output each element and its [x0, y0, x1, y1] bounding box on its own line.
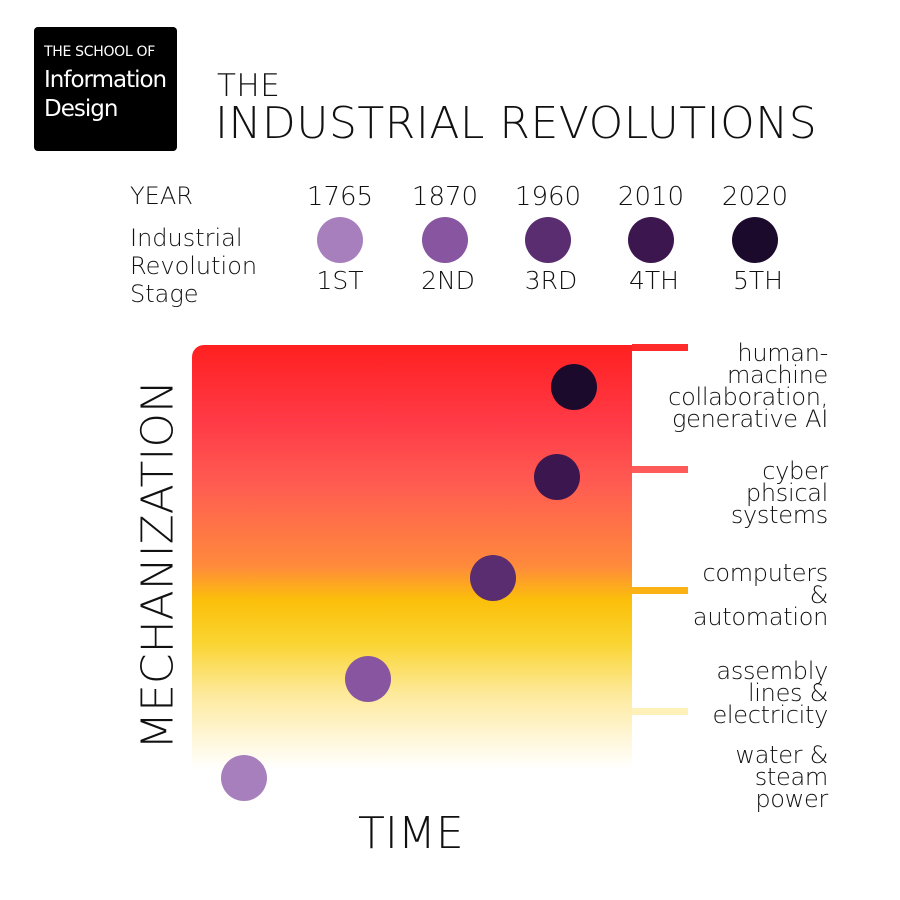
page-title: INDUSTRIAL REVOLUTIONS — [215, 98, 818, 149]
data-point-3rd — [470, 555, 516, 601]
legend-stage: 2ND — [421, 266, 475, 295]
data-point-5th — [551, 364, 597, 410]
year-label: YEAR — [130, 182, 193, 210]
category-tick — [632, 587, 688, 594]
legend-year: 1960 — [514, 182, 582, 212]
legend-year: 2010 — [617, 182, 685, 212]
legend-year: 1870 — [411, 182, 479, 212]
category-label: cyber phsical systems — [730, 457, 828, 529]
school-logo: THE SCHOOL OF Information Design — [34, 27, 177, 151]
legend-dot — [628, 217, 674, 263]
category-tick — [632, 344, 688, 351]
data-point-2nd — [345, 656, 391, 702]
category-label: computers & automation — [692, 559, 828, 631]
legend-dot — [422, 217, 468, 263]
category-tick — [632, 466, 688, 473]
legend-year: 2020 — [721, 182, 789, 212]
logo-line-2: Information — [44, 67, 167, 93]
category-label: assembly lines & electricity — [712, 657, 828, 729]
data-point-1st — [221, 755, 267, 801]
logo-line-3: Design — [44, 96, 118, 122]
y-axis-label: MECHANIZATION — [132, 380, 184, 750]
category-label: human-machine collaboration, generative … — [668, 339, 828, 433]
title-line-1: THE — [217, 68, 281, 104]
legend-year: 1765 — [306, 182, 374, 212]
legend-stage: 5TH — [733, 266, 783, 295]
data-point-4th — [534, 454, 580, 500]
x-axis-label: TIME — [358, 808, 464, 859]
legend-stage: 3RD — [524, 266, 578, 295]
legend-dot — [525, 217, 571, 263]
stage-label: Industrial Revolution Stage — [130, 224, 258, 308]
legend-dot — [732, 217, 778, 263]
category-tick — [632, 708, 688, 715]
legend-dot — [317, 217, 363, 263]
legend-stage: 1ST — [316, 266, 364, 295]
category-label: water & steam power — [735, 741, 828, 813]
logo-line-1: THE SCHOOL OF — [44, 44, 156, 60]
plot-area — [192, 345, 632, 770]
legend-stage: 4TH — [629, 266, 679, 295]
